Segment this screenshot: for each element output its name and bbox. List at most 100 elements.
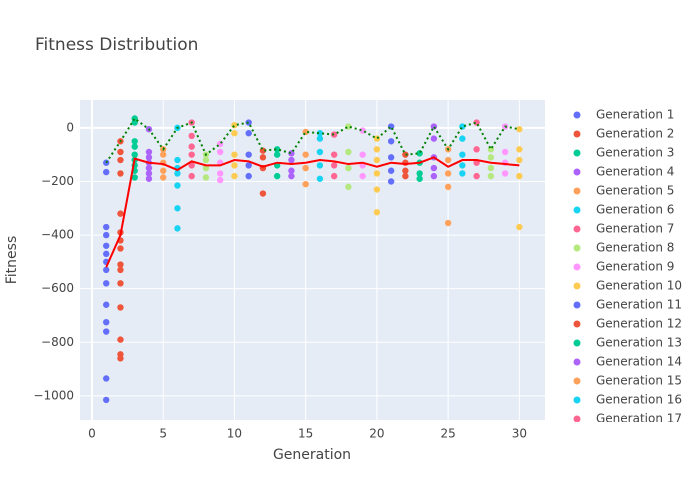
point: [145, 148, 153, 156]
legend-marker: [573, 377, 581, 385]
point: [103, 375, 110, 382]
point: [402, 172, 409, 180]
point: [202, 156, 210, 164]
point: [159, 167, 167, 174]
x-tick-label: 25: [440, 427, 455, 441]
point: [117, 156, 124, 164]
point: [188, 151, 195, 158]
point: [188, 172, 195, 180]
legend-marker: [573, 225, 581, 233]
point: [345, 148, 352, 156]
point: [416, 170, 423, 177]
legend-label: Generation 12: [596, 317, 682, 331]
point: [359, 172, 366, 180]
line-series: [105, 156, 520, 268]
point: [188, 143, 195, 150]
point: [330, 162, 338, 169]
point: [444, 183, 452, 191]
plot-area: [80, 100, 545, 420]
legend-label: Generation 8: [596, 241, 674, 255]
point: [387, 178, 395, 185]
point: [117, 210, 124, 217]
point: [103, 396, 110, 404]
point: [273, 146, 281, 153]
legend-marker: [573, 282, 581, 290]
point: [373, 186, 381, 193]
point: [259, 154, 267, 161]
point: [316, 148, 324, 156]
point: [231, 162, 238, 169]
point: [302, 180, 309, 188]
point: [487, 154, 495, 161]
y-tick-label: 0: [66, 120, 74, 134]
legend-label: Generation 9: [596, 260, 674, 274]
point: [131, 143, 138, 150]
point: [231, 151, 238, 158]
point: [345, 183, 352, 191]
point: [259, 190, 267, 197]
legend-label: Generation 20: [596, 469, 682, 483]
point: [103, 231, 110, 239]
point: [145, 175, 153, 182]
point: [174, 205, 181, 212]
legend-label: Generation 4: [596, 165, 674, 179]
point: [117, 336, 124, 343]
point: [416, 175, 423, 182]
point: [273, 172, 281, 180]
point: [387, 154, 395, 161]
legend-label: Generation 7: [596, 222, 674, 236]
point: [501, 170, 509, 177]
y-tick-label: −600: [41, 281, 74, 295]
point: [103, 266, 110, 274]
legend-marker: [573, 244, 581, 252]
point: [288, 172, 295, 180]
legend-marker: [573, 339, 581, 347]
point: [316, 130, 324, 137]
point: [316, 135, 324, 142]
point: [131, 174, 138, 181]
point: [516, 172, 523, 180]
legend-label: Generation 19: [596, 450, 682, 464]
legend-marker: [573, 130, 581, 138]
legend-label: Generation 3: [596, 146, 674, 160]
y-axis-title: Fitness: [4, 236, 20, 285]
y-tick-label: −1000: [33, 388, 74, 402]
point: [188, 162, 195, 169]
legend-marker: [573, 396, 581, 404]
legend-marker: [573, 320, 581, 328]
point: [202, 164, 210, 172]
legend-label: Generation 17: [596, 412, 682, 426]
chart-title: Fitness Distribution: [35, 35, 198, 55]
point: [174, 182, 181, 189]
legend-label: Generation 5: [596, 184, 674, 198]
point: [103, 223, 110, 231]
legend-marker: [573, 263, 581, 271]
point: [373, 209, 381, 216]
point: [145, 164, 153, 172]
point: [444, 170, 452, 177]
point: [216, 148, 224, 156]
point: [430, 164, 438, 172]
legend-label: Generation 21: [596, 488, 682, 501]
legend-marker: [574, 454, 581, 461]
point: [159, 151, 167, 158]
point: [387, 167, 395, 174]
point: [402, 151, 409, 158]
point: [131, 151, 138, 158]
legend-label: Generation 1: [596, 108, 674, 122]
point: [245, 119, 252, 126]
point: [174, 156, 181, 164]
x-tick-label: 10: [227, 427, 242, 441]
point: [302, 151, 309, 158]
point: [202, 174, 210, 181]
point: [373, 156, 381, 164]
point: [430, 172, 438, 180]
legend-marker: [573, 415, 581, 422]
y-tick-label: −200: [41, 174, 74, 188]
point: [174, 170, 181, 177]
legend-marker: [573, 111, 581, 119]
legend-label: Generation 11: [596, 298, 682, 312]
y-tick-label: −400: [41, 228, 74, 242]
point: [302, 164, 309, 172]
legend-label: Generation 18: [596, 431, 682, 445]
